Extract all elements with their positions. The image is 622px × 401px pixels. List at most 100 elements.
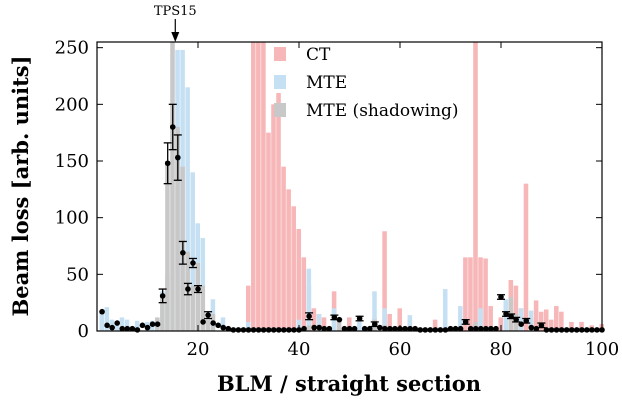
- legend-label-ct: CT: [306, 45, 331, 65]
- data-point: [422, 327, 429, 333]
- data-point: [442, 327, 449, 333]
- bar-ct: [533, 300, 539, 331]
- data-point: [215, 322, 221, 329]
- bar-ct: [513, 285, 519, 331]
- bar-ct: [397, 308, 403, 331]
- data-point: [407, 325, 413, 332]
- data-point: [387, 325, 393, 332]
- data-point: [573, 327, 580, 333]
- legend-label-mte: MTE: [306, 73, 347, 93]
- data-point: [488, 325, 494, 332]
- bar-ct: [488, 306, 493, 331]
- data-point: [190, 260, 196, 266]
- bar-ct: [276, 93, 281, 331]
- bar-ct: [311, 308, 317, 331]
- bar-ct: [266, 132, 271, 331]
- y-tick-label: 200: [55, 94, 89, 115]
- bar-mte: [458, 306, 463, 331]
- y-tick-label: 150: [55, 151, 89, 172]
- data-point: [321, 325, 328, 332]
- bar-ct: [498, 317, 504, 331]
- bar-ct: [468, 257, 473, 331]
- annotation-label: TPS15: [154, 4, 197, 19]
- bar-mte: [407, 315, 413, 331]
- bar-mte: [200, 238, 206, 331]
- data-point: [361, 325, 368, 332]
- data-point: [230, 327, 237, 333]
- bar-mte: [124, 319, 130, 331]
- data-point: [543, 327, 550, 333]
- data-point: [553, 327, 560, 333]
- data-point: [528, 324, 535, 331]
- y-tick-label: 50: [66, 264, 89, 285]
- bar-ct: [387, 314, 392, 331]
- annotation-arrow-head: [171, 32, 180, 42]
- data-point: [220, 324, 227, 331]
- bar-ct: [473, 42, 478, 331]
- tps15-annotation: TPS15: [154, 4, 197, 42]
- data-point: [437, 327, 444, 333]
- data-point: [513, 316, 519, 323]
- bar-ct: [554, 306, 559, 331]
- data-point: [518, 321, 524, 328]
- bar-ct: [483, 258, 488, 331]
- data-point: [286, 327, 292, 333]
- bar-ct: [432, 319, 438, 331]
- data-point: [235, 327, 242, 333]
- bar-ct: [261, 42, 266, 331]
- data-point: [99, 308, 105, 315]
- data-point: [493, 325, 499, 332]
- bar-mte: [372, 291, 377, 331]
- y-tick-label: 250: [55, 38, 89, 59]
- data-point: [311, 324, 317, 331]
- bar-mte: [382, 308, 387, 331]
- data-point: [498, 294, 504, 300]
- bar-ct: [543, 309, 549, 331]
- x-tick-label: 40: [288, 339, 311, 360]
- data-point: [109, 324, 115, 331]
- data-point: [457, 325, 464, 332]
- data-point: [180, 250, 186, 256]
- data-point: [149, 321, 156, 328]
- y-axis-label: Beam loss [arb. units]: [8, 55, 33, 316]
- bar-mte: [104, 307, 110, 331]
- data-point: [331, 314, 338, 321]
- data-point: [240, 327, 247, 333]
- legend: CT MTE MTE (shadowing): [274, 45, 459, 121]
- data-point: [579, 327, 585, 333]
- bar-ct: [478, 257, 483, 331]
- data-point: [316, 324, 323, 331]
- data-point: [568, 327, 575, 333]
- bar-mte: [357, 319, 362, 331]
- data-point: [548, 327, 555, 333]
- bar-ct: [548, 319, 554, 331]
- data-point: [382, 325, 388, 332]
- data-point: [427, 327, 434, 333]
- bar-ct: [301, 257, 307, 331]
- bar-mte-shadowing: [190, 285, 195, 331]
- bar-ct: [256, 42, 261, 331]
- data-point: [584, 327, 590, 333]
- data-point: [245, 327, 252, 333]
- data-point: [336, 316, 343, 323]
- data-point: [255, 327, 262, 333]
- data-point: [377, 324, 383, 331]
- data-point: [200, 319, 206, 325]
- bar-mte: [245, 321, 251, 331]
- bar-mte-shadowing: [306, 325, 312, 331]
- data-point: [124, 325, 131, 332]
- data-point: [185, 286, 191, 292]
- bar-mte-shadowing: [205, 319, 211, 331]
- bar-mte-shadowing: [200, 285, 206, 331]
- data-point: [225, 325, 232, 332]
- data-point: [371, 321, 378, 328]
- data-point: [523, 318, 530, 324]
- data-point: [402, 325, 408, 332]
- bar-mte: [185, 87, 190, 331]
- y-tick-label: 0: [78, 321, 89, 342]
- data-point: [341, 325, 348, 332]
- data-point: [478, 325, 484, 332]
- data-point: [351, 325, 358, 332]
- data-point: [265, 327, 272, 333]
- data-point: [558, 327, 565, 333]
